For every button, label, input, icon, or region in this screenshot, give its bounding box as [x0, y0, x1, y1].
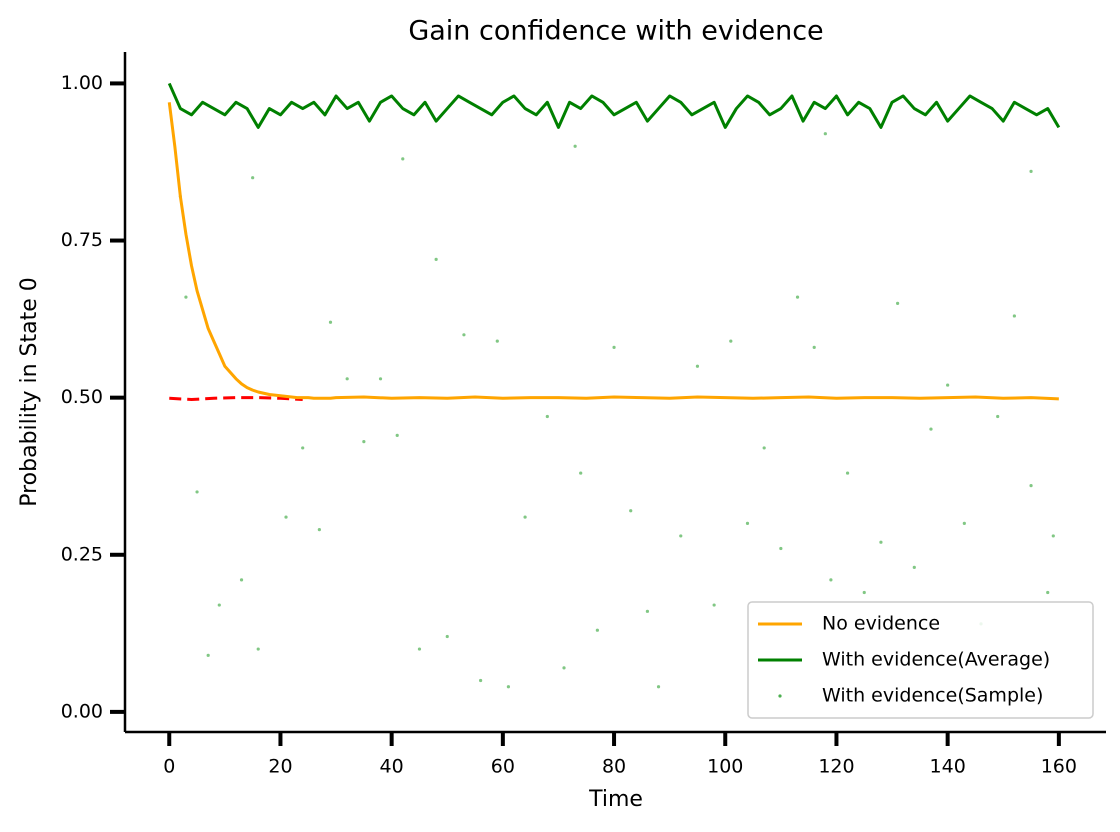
sample-point	[395, 433, 399, 437]
y-tick-label: 0.25	[61, 543, 103, 565]
sample-point	[301, 446, 305, 450]
sample-point	[506, 685, 511, 689]
sample-point	[1029, 484, 1033, 488]
y-tick-label: 1.00	[61, 72, 103, 94]
sample-point	[679, 534, 683, 538]
sample-point	[545, 414, 549, 419]
legend-label: With evidence(Sample)	[822, 685, 1043, 707]
sample-point	[845, 471, 850, 475]
sample-point	[362, 440, 366, 444]
sample-point	[896, 301, 900, 305]
sample-point	[562, 666, 566, 670]
sample-point	[645, 609, 650, 613]
sample-point	[479, 678, 483, 683]
sample-point	[946, 383, 950, 387]
x-tick-label: 140	[930, 756, 966, 778]
sample-point	[495, 339, 499, 343]
dashed-line	[169, 396, 303, 402]
sample-point	[445, 634, 449, 639]
sample-point	[829, 578, 833, 582]
sample-point	[284, 515, 288, 519]
sample-point	[929, 427, 933, 431]
sample-point	[729, 339, 733, 343]
sample-point	[345, 377, 349, 381]
sample-point	[795, 295, 800, 299]
y-tick-label: 0.50	[61, 386, 103, 408]
chart-title: Gain confidence with evidence	[408, 16, 823, 47]
legend-swatch	[778, 694, 782, 698]
legend-label: With evidence(Average)	[822, 649, 1050, 671]
sample-point	[779, 546, 783, 551]
sample-point	[656, 685, 661, 689]
sample-point	[762, 446, 766, 450]
sample-point	[256, 647, 260, 651]
sample-point	[879, 540, 883, 544]
sample-point	[1046, 590, 1050, 595]
x-tick-label: 100	[707, 756, 743, 778]
sample-point	[217, 603, 221, 607]
sample-point	[612, 345, 616, 349]
sample-point	[579, 471, 583, 475]
sample-point	[1029, 169, 1033, 174]
line	[167, 82, 1061, 129]
sample-point	[712, 603, 716, 607]
sample-point	[328, 320, 333, 324]
sample-point	[629, 509, 633, 513]
sample-point	[206, 653, 210, 657]
sample-point	[462, 333, 466, 337]
sample-point	[1012, 314, 1016, 318]
sample-point	[996, 414, 1000, 419]
sample-point	[523, 515, 527, 519]
x-tick-label: 40	[380, 756, 404, 778]
sample-point	[239, 578, 244, 582]
legend-label: No evidence	[822, 613, 940, 635]
sample-point	[195, 490, 199, 494]
sample-point	[1051, 534, 1055, 538]
sample-point	[434, 257, 438, 261]
x-tick-label: 20	[268, 756, 292, 778]
x-axis-label: Time	[588, 787, 643, 812]
x-tick-label: 160	[1041, 756, 1077, 778]
sample-point	[573, 144, 577, 148]
sample-point	[912, 565, 916, 569]
sample-point	[962, 521, 966, 525]
sample-point	[595, 628, 599, 632]
x-tick-label: 80	[602, 756, 626, 778]
sample-point	[812, 345, 816, 349]
y-axis-label: Probability in State 0	[17, 277, 42, 507]
sample-point	[695, 364, 700, 368]
x-tick-label: 0	[163, 756, 175, 778]
sample-point	[417, 647, 422, 651]
sample-point	[401, 157, 405, 161]
sample-point	[317, 528, 321, 532]
sample-point	[251, 176, 255, 180]
y-tick-label: 0.75	[61, 229, 103, 251]
line	[167, 102, 1059, 401]
y-tick-label: 0.00	[61, 700, 103, 722]
sample-point	[745, 521, 750, 525]
x-tick-label: 120	[818, 756, 854, 778]
sample-point	[862, 590, 866, 595]
x-tick-label: 60	[491, 756, 515, 778]
sample-point	[184, 295, 188, 299]
sample-point	[823, 132, 827, 136]
sample-point	[378, 377, 383, 381]
legend-box	[747, 601, 1094, 719]
